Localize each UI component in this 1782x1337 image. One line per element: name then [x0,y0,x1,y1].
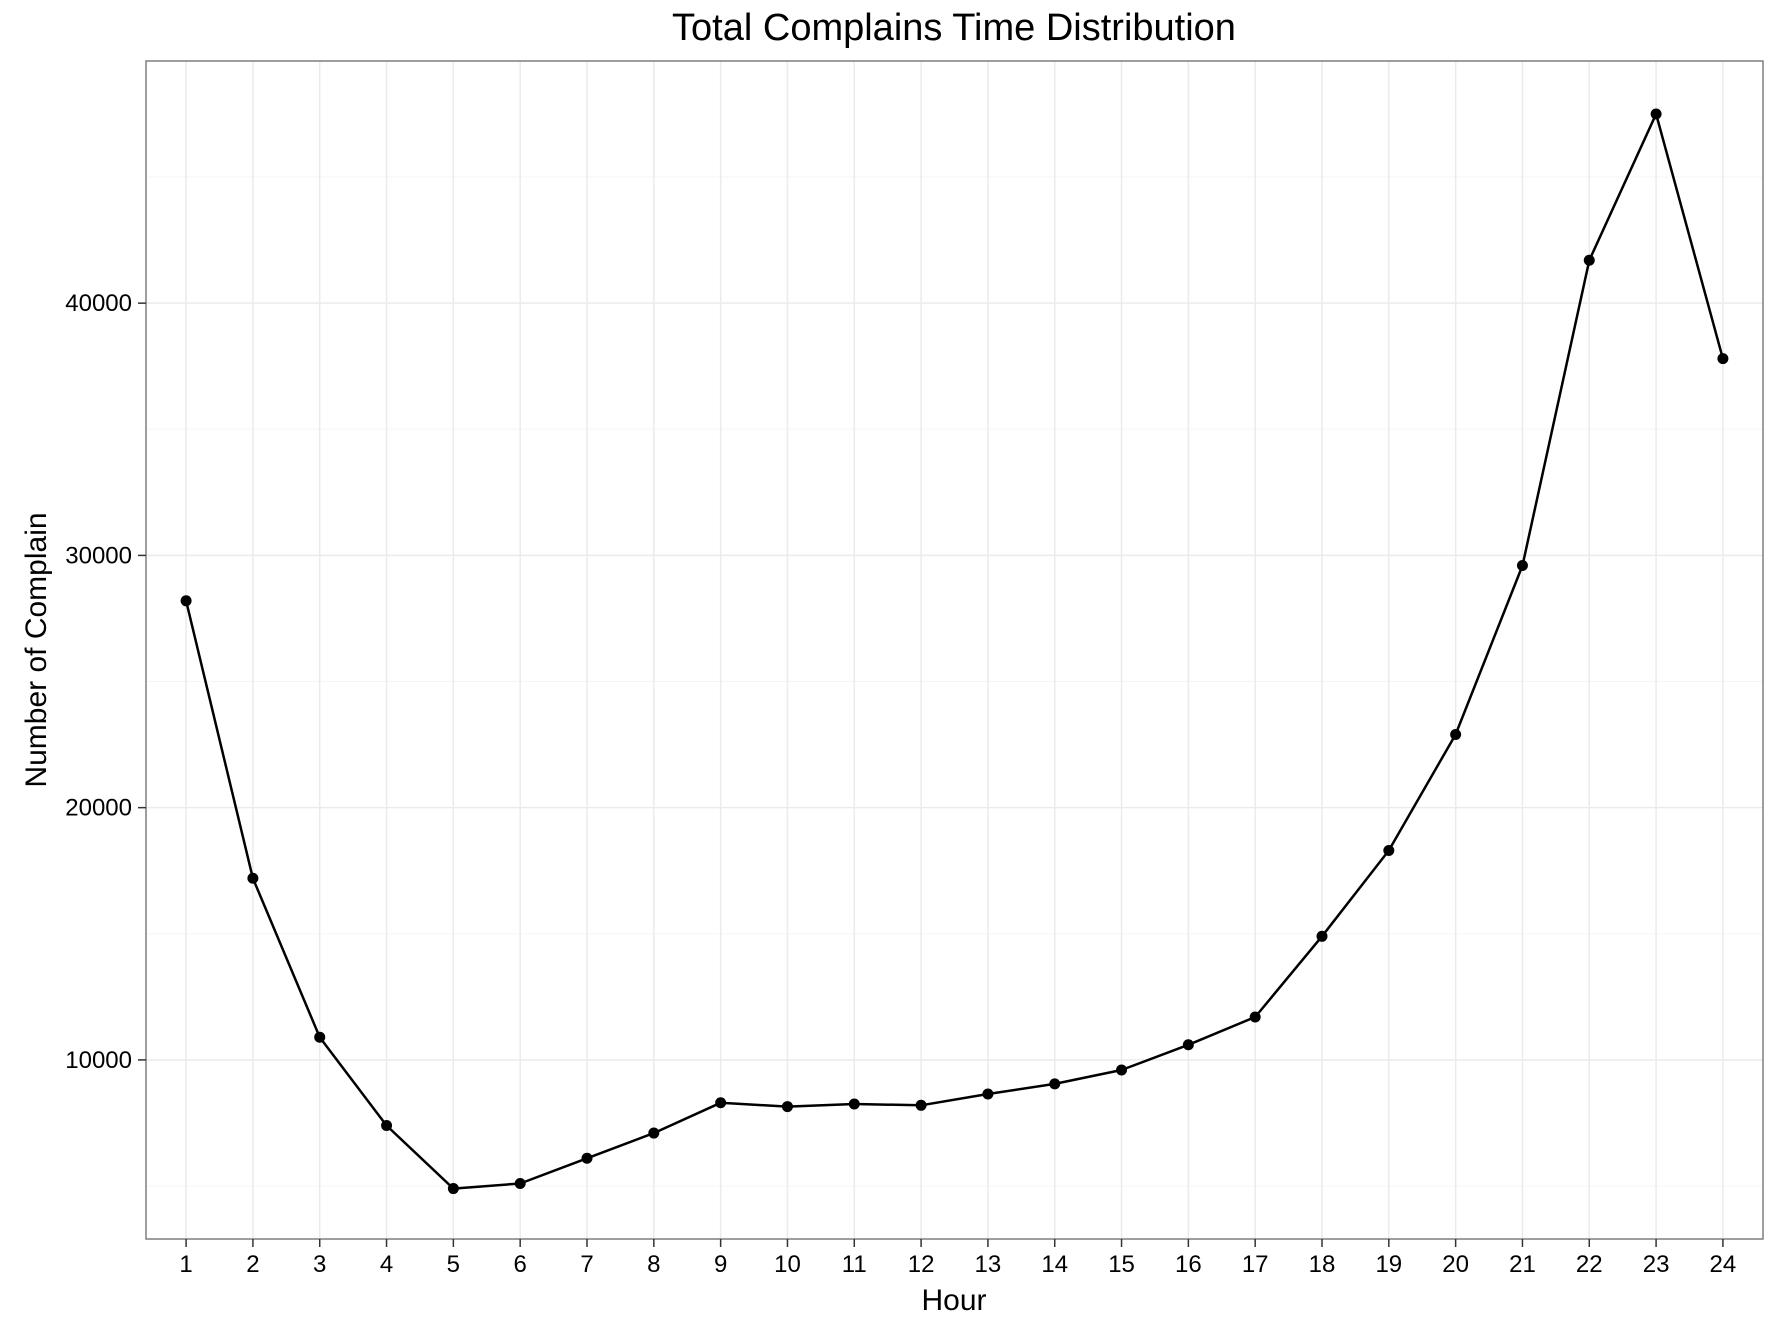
x-tick-label: 8 [647,1251,660,1278]
data-points [180,108,1729,1195]
data-point [1717,353,1729,365]
data-point [1316,930,1328,942]
y-tick-label: 40000 [65,290,132,317]
data-point [247,872,259,884]
x-tick-label: 1 [179,1251,192,1278]
y-axis: 10000 20000 30000 40000 [65,290,146,1074]
x-tick-label: 18 [1309,1251,1336,1278]
y-axis-title: Number of Complain [20,512,53,787]
chart-title: Total Complains Time Distribution [672,7,1236,49]
x-tick-label: 5 [447,1251,460,1278]
data-point [514,1178,526,1190]
data-point [447,1183,459,1195]
data-point [715,1097,727,1109]
x-tick-label: 15 [1108,1251,1135,1278]
x-axis-title: Hour [921,1284,986,1317]
x-tick-label: 12 [908,1251,935,1278]
x-tick-label: 16 [1175,1251,1202,1278]
x-tick-label: 17 [1242,1251,1269,1278]
data-point [1516,559,1528,571]
x-tick-label: 4 [380,1251,393,1278]
x-tick-label: 13 [975,1251,1002,1278]
data-point [180,595,192,607]
x-tick-label: 11 [842,1251,867,1278]
y-tick-label: 30000 [65,542,132,569]
x-tick-label: 23 [1643,1251,1670,1278]
x-tick-label: 22 [1576,1251,1603,1278]
data-point [1249,1011,1261,1023]
data-point [1450,729,1462,741]
x-tick-label: 9 [714,1251,727,1278]
data-point [982,1088,994,1100]
grid-lines [146,61,1763,1239]
x-tick-label: 7 [580,1251,593,1278]
series-line-layer [184,112,1725,1190]
x-axis: 1 2 3 4 5 6 7 8 9 10 11 12 13 14 15 16 17 18 19 20 21 22 23 24 [179,1239,1736,1278]
series-line [184,112,1725,1190]
data-point [1116,1064,1128,1076]
data-point [1583,254,1595,266]
x-tick-label: 14 [1041,1251,1068,1278]
x-tick-label: 2 [246,1251,259,1278]
x-tick-label: 21 [1509,1251,1536,1278]
data-point [1650,108,1662,120]
data-point [1182,1039,1194,1051]
data-point [1049,1078,1061,1090]
y-tick-label: 10000 [65,1047,132,1074]
y-tick-label: 20000 [65,795,132,822]
data-point [581,1152,593,1164]
x-tick-label: 24 [1710,1251,1737,1278]
data-point [381,1119,393,1131]
x-tick-label: 3 [313,1251,326,1278]
data-point [648,1127,660,1139]
data-point [314,1031,326,1043]
x-tick-label: 19 [1375,1251,1402,1278]
data-point [915,1099,927,1111]
x-tick-label: 6 [514,1251,527,1278]
data-point [848,1098,860,1110]
data-point [1383,845,1395,857]
plot-panel-border [145,60,1764,1240]
x-tick-label: 10 [774,1251,801,1278]
data-point [781,1101,793,1113]
x-tick-label: 20 [1442,1251,1469,1278]
